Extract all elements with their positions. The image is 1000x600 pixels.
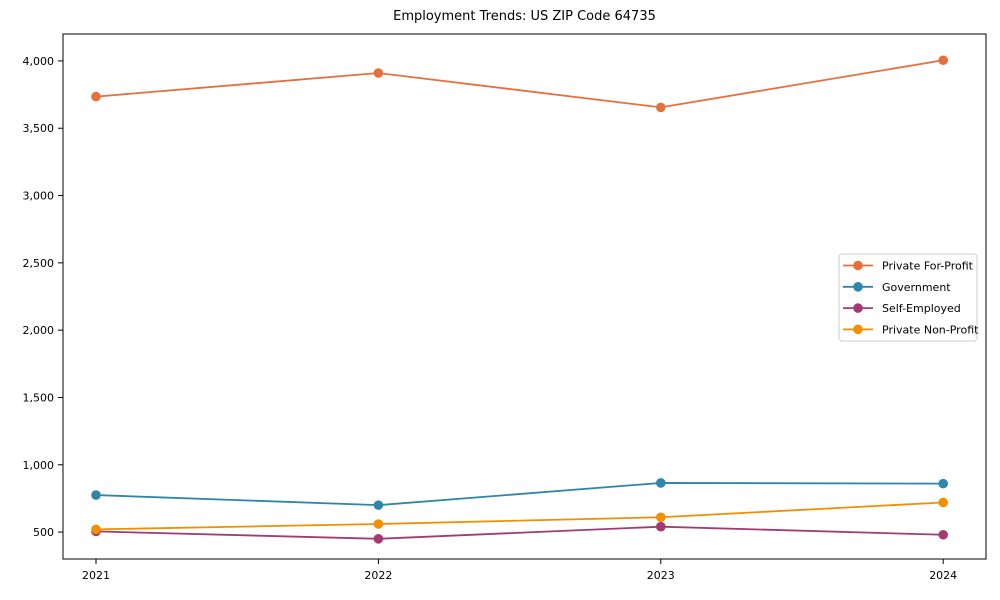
chart-title: Employment Trends: US ZIP Code 64735 <box>393 9 656 24</box>
y-tick-label: 1,500 <box>23 391 55 404</box>
x-tick-label: 2022 <box>364 569 392 582</box>
legend-label-government: Government <box>882 281 951 294</box>
legend-label-private-for-profit: Private For-Profit <box>882 260 974 273</box>
y-tick-label: 1,000 <box>23 459 55 472</box>
x-tick-label: 2023 <box>647 569 675 582</box>
legend-marker-dot-private-non-profit <box>853 324 863 335</box>
data-point-self-employed <box>373 534 384 544</box>
data-point-private-non-profit <box>938 497 948 508</box>
data-point-self-employed <box>656 521 666 532</box>
legend-box <box>838 253 978 342</box>
y-tick-label: 3,500 <box>23 122 55 135</box>
data-point-private-non-profit <box>656 512 666 523</box>
y-tick-label: 500 <box>33 526 54 539</box>
y-tick-label: 4,000 <box>23 55 55 68</box>
data-point-government <box>373 500 384 510</box>
legend-marker-dot-self-employed <box>853 303 863 313</box>
x-tick-label: 2024 <box>929 569 957 582</box>
data-point-private-non-profit <box>373 519 384 529</box>
data-point-self-employed <box>938 529 948 540</box>
legend: Private For-Profit Government Self-Employe… <box>838 253 979 342</box>
data-point-government <box>656 478 666 488</box>
y-tick-label: 2,500 <box>23 257 55 270</box>
data-point-private-for-profit <box>373 68 384 78</box>
y-tick-label: 3,000 <box>23 190 55 203</box>
plot-area-border <box>62 33 987 560</box>
data-point-private-for-profit <box>91 91 101 102</box>
data-point-private-non-profit <box>91 524 101 535</box>
series-line-private-non-profit <box>95 501 944 531</box>
x-tick-label: 2021 <box>82 569 110 582</box>
data-point-government <box>91 490 101 500</box>
data-point-private-for-profit <box>938 55 948 66</box>
data-point-private-for-profit <box>656 102 666 113</box>
data-point-government <box>938 478 948 489</box>
series-line-private-for-profit <box>95 59 944 109</box>
y-tick-label: 2,000 <box>23 324 55 337</box>
series-line-self-employed <box>95 525 944 540</box>
legend-label-private-non-profit: Private Non-Profit <box>882 323 979 336</box>
series-line-government <box>95 482 944 507</box>
legend-marker-dot-government <box>853 282 863 292</box>
legend-marker-dot-private-for-profit <box>853 260 863 271</box>
legend-label-self-employed: Self-Employed <box>882 302 961 315</box>
